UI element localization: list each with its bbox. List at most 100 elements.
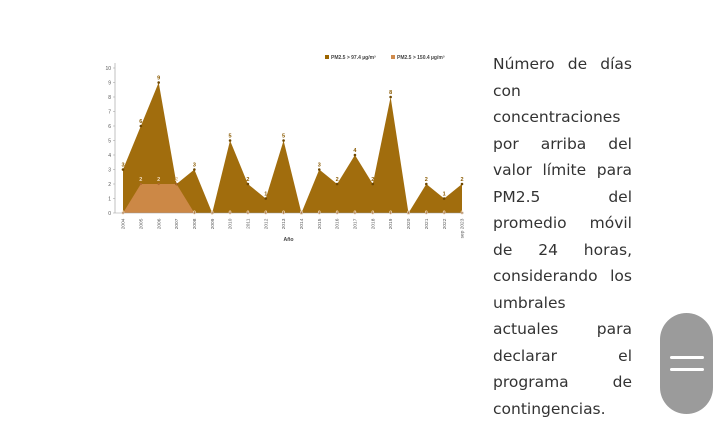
x-tick-label: 2016	[335, 218, 341, 229]
data-label: 0	[211, 211, 214, 217]
data-point	[193, 168, 196, 171]
data-label: 0	[264, 211, 267, 217]
y-tick-label: 2	[108, 182, 111, 188]
data-label: 2	[157, 177, 160, 183]
data-label: 0	[460, 211, 463, 217]
y-tick-label: 6	[108, 124, 111, 130]
x-tick-label: 2011	[245, 218, 251, 229]
x-tick-label: 2021	[424, 218, 430, 229]
x-axis-label: Año	[283, 237, 293, 243]
chart-description: Número de días con concentraciones por a…	[493, 55, 632, 418]
data-label: 2	[336, 177, 339, 183]
x-tick-label: 2017	[353, 218, 359, 229]
data-point	[139, 124, 143, 128]
data-label: 0	[229, 211, 232, 217]
data-label: 3	[318, 163, 321, 169]
legend-label: PM2.5 > 97.4 µg/m³	[331, 55, 376, 61]
x-tick-label: 2020	[406, 218, 412, 229]
series-area-0	[123, 82, 462, 213]
data-label: 2	[175, 177, 178, 183]
data-label: 0	[318, 211, 321, 217]
data-label: 0	[353, 211, 356, 217]
y-tick-label: 7	[108, 109, 111, 115]
y-tick-label: 1	[108, 196, 111, 202]
data-point	[425, 182, 428, 186]
data-label: 6	[139, 119, 142, 125]
data-point	[139, 182, 142, 186]
x-tick-label: 2009	[210, 218, 216, 229]
data-label: 0	[371, 211, 374, 217]
x-tick-label: 2022	[442, 218, 448, 229]
x-tick-label: 2014	[299, 218, 305, 229]
data-label: 0	[282, 211, 285, 217]
data-point	[317, 168, 321, 171]
data-label: 2	[175, 177, 178, 183]
x-tick-label: 2013	[281, 218, 287, 229]
data-label: 3	[193, 163, 196, 169]
data-label: 8	[389, 90, 392, 96]
data-label: 5	[282, 134, 285, 140]
chart-svg: 3692305215032428021202220000000000000000…	[100, 55, 466, 243]
data-point	[442, 197, 446, 200]
data-point	[121, 168, 125, 171]
x-tick-label: 2012	[263, 218, 269, 229]
data-point	[282, 139, 285, 142]
data-point	[335, 182, 339, 186]
data-label: 4	[353, 148, 357, 154]
x-tick-label: 2007	[174, 218, 180, 229]
data-label: 0	[389, 211, 392, 217]
data-label: 2	[371, 177, 374, 183]
data-label: 0	[300, 211, 303, 217]
data-point	[157, 81, 160, 84]
data-point	[353, 153, 357, 157]
data-label: 1	[443, 192, 446, 198]
x-tick-label: 2004	[121, 218, 127, 229]
y-tick-label: 3	[108, 167, 111, 173]
menu-button[interactable]	[660, 313, 713, 414]
data-label: 2	[139, 177, 142, 183]
data-label: 9	[157, 76, 160, 82]
x-tick-label: 2005	[138, 218, 144, 229]
y-tick-label: 10	[105, 66, 111, 72]
data-point	[389, 95, 392, 99]
data-label: 2	[246, 177, 249, 183]
data-label: 0	[121, 211, 124, 217]
data-point	[460, 182, 464, 186]
x-tick-label: 2010	[228, 218, 234, 229]
data-point	[175, 182, 178, 186]
area-chart: 3692305215032428021202220000000000000000…	[100, 48, 480, 248]
hamburger-menu-icon-bar-bottom	[669, 368, 704, 371]
x-tick-label: 2018	[370, 218, 376, 229]
x-tick-label: 2019	[388, 218, 394, 229]
legend-swatch	[325, 55, 329, 59]
y-tick-label: 0	[108, 211, 111, 217]
series-area-1	[123, 184, 462, 213]
data-label: 5	[229, 134, 232, 140]
y-axis-label: Número de días	[100, 122, 101, 160]
data-point	[264, 197, 268, 200]
x-tick-label: 2008	[192, 218, 198, 229]
y-tick-label: 4	[108, 153, 111, 159]
y-tick-label: 9	[108, 80, 111, 86]
y-tick-label: 8	[108, 95, 111, 101]
x-tick-label: sep 2023	[460, 218, 466, 238]
data-label: 1	[264, 192, 267, 198]
data-point	[371, 182, 375, 186]
data-label: 3	[121, 163, 124, 169]
legend-label: PM2.5 > 150.4 µg/m³	[397, 55, 445, 61]
data-point	[228, 139, 232, 142]
data-label: 0	[193, 211, 196, 217]
legend-swatch	[391, 55, 395, 59]
data-point	[157, 182, 160, 186]
data-label: 0	[336, 211, 339, 217]
data-label: 0	[407, 211, 410, 217]
data-label: 2	[425, 177, 428, 183]
x-tick-label: 2015	[317, 218, 323, 229]
data-label: 0	[425, 211, 428, 217]
x-tick-label: 2006	[156, 218, 162, 229]
hamburger-menu-icon-bar-top	[669, 356, 704, 359]
data-label: 2	[460, 177, 463, 183]
data-label: 0	[443, 211, 446, 217]
y-tick-label: 5	[108, 138, 111, 144]
data-label: 0	[246, 211, 249, 217]
